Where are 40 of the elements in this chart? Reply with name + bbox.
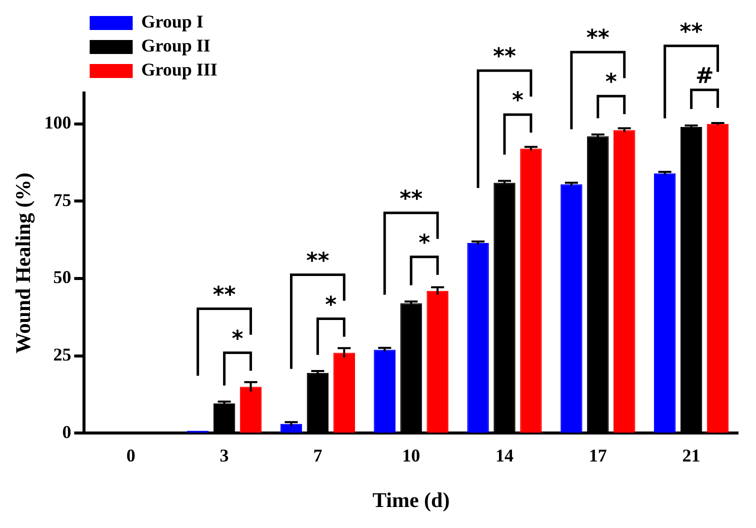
y-axis-title: Wound Healing (%) [11, 172, 36, 354]
bar [374, 350, 396, 433]
x-tick-label: 0 [126, 446, 136, 466]
y-tick-label: 100 [44, 112, 72, 133]
bar [560, 184, 582, 433]
annotation: * [325, 292, 338, 318]
bar [280, 424, 302, 433]
text: # [695, 64, 714, 89]
y-tick-label: 0 [62, 422, 72, 442]
legend-label: Group II [141, 36, 210, 56]
annotation: * [512, 88, 524, 114]
annotation: ** [212, 282, 236, 308]
x-tick-label: 10 [402, 446, 420, 466]
annotation: * [605, 70, 618, 96]
x-tick-label: 14 [496, 446, 514, 466]
bar [467, 243, 489, 433]
bar [426, 290, 448, 433]
legend-label: Group III [141, 60, 218, 80]
x-tick-label: 3 [220, 446, 229, 466]
bar [240, 386, 262, 433]
y-tick-label: 25 [53, 344, 72, 365]
x-tick-label: 21 [682, 446, 700, 466]
bar [654, 173, 676, 433]
bar [706, 124, 729, 433]
text: ** [586, 26, 610, 52]
x-tick-label: 7 [313, 446, 322, 466]
annotation: * [418, 230, 431, 256]
x-axis-title: Time (d) [372, 488, 450, 512]
legend-label: Group I [141, 12, 204, 32]
bar [520, 148, 542, 433]
y-tick-label: 75 [53, 190, 72, 210]
annotation: ** [306, 248, 330, 274]
bar [614, 130, 636, 433]
annotation: * [232, 326, 244, 352]
text: ** [492, 44, 516, 70]
annotation: ** [400, 186, 424, 212]
x-tick-label: 17 [588, 446, 607, 466]
y-tick-label: 50 [53, 267, 72, 288]
bar [333, 352, 356, 433]
text: ** [680, 20, 704, 45]
